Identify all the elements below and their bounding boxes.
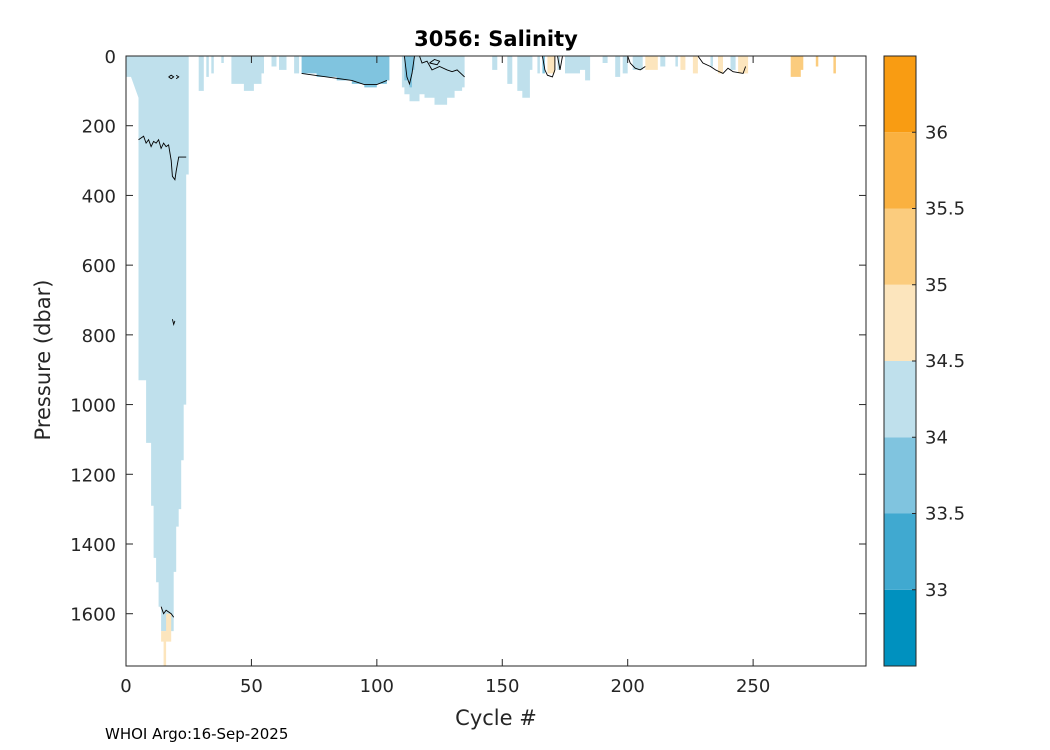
colorbar-bin-7 (884, 56, 916, 133)
salinity-region-34.5-35-33 (738, 56, 749, 74)
salinity-region-34.5-35-27 (161, 613, 172, 666)
y-axis: 0 200 400 600 800 1000 1200 1400 1600 (70, 47, 866, 626)
y-tick-label-200: 200 (82, 117, 116, 138)
salinity-region-34-34.5-23 (730, 56, 736, 70)
plot-area (125, 55, 867, 667)
salinity-region-34-34.5-5 (231, 56, 264, 91)
contour-line-4 (175, 74, 180, 80)
salinity-region-34.5-35-29 (645, 56, 658, 70)
y-tick-label-1600: 1600 (70, 605, 116, 626)
x-tick-label-200: 200 (611, 676, 645, 697)
colorbar-bin-6 (884, 132, 916, 209)
colorbar-bin-3 (884, 361, 916, 438)
contour-line-2 (171, 319, 176, 326)
y-tick-label-1000: 1000 (70, 396, 116, 417)
colorbar: 33 33.5 34 34.5 35 35.5 36 (883, 55, 965, 667)
y-tick-label-1400: 1400 (70, 535, 116, 556)
colorbar-label-34.5: 34.5 (925, 351, 965, 372)
salinity-region-34-34.5-16 (602, 56, 608, 63)
y-tick-label-800: 800 (82, 326, 116, 347)
salinity-region-34-34.5-6 (271, 56, 277, 67)
x-tick-label-100: 100 (360, 676, 394, 697)
salinity-region-34-34.5-7 (279, 56, 287, 70)
contour-line-11 (627, 55, 646, 71)
salinity-region-34-34.5-19 (632, 56, 643, 70)
colorbar-bin-5 (884, 208, 916, 285)
salinity-region-34-34.5-15 (565, 56, 591, 81)
y-tick-label-400: 400 (82, 186, 116, 207)
contour-line-0 (138, 135, 187, 181)
contour-line-1 (160, 606, 175, 618)
x-axis: 0 50 100 150 200 250 (120, 56, 770, 697)
salinity-region-34.5-35-31 (692, 56, 698, 74)
salinity-region-34-34.5-0 (126, 56, 189, 632)
x-tick-label-50: 50 (240, 676, 263, 697)
footer-credit: WHOI Argo:16-Sep-2025 (105, 725, 289, 743)
colorbar-bin-1 (884, 513, 916, 590)
colorbar-label-33.5: 33.5 (925, 504, 965, 525)
salinity-region-34-34.5-13 (537, 56, 540, 74)
colorbar-bin-0 (884, 589, 916, 666)
chart-title: 3056: Salinity (414, 27, 578, 51)
colorbar-bin-4 (884, 284, 916, 361)
salinity-region-34-34.5-21 (675, 56, 678, 67)
colorbar-label-34: 34 (925, 427, 948, 448)
colorbar-label-36: 36 (925, 122, 948, 143)
colorbar-label-33: 33 (925, 580, 948, 601)
salinity-region-34-34.5-9 (401, 56, 465, 105)
salinity-region-34-34.5-12 (517, 56, 533, 98)
contour-line-9 (541, 55, 556, 78)
x-tick-label-0: 0 (120, 676, 131, 697)
salinity-region-34.5-35-32 (718, 56, 723, 74)
contour-line-12 (697, 55, 747, 74)
contour-line-7 (419, 55, 465, 78)
salinity-region-35-35.5-34 (790, 56, 804, 77)
salinity-region-34-34.5-11 (507, 56, 513, 84)
contour-line-5 (301, 72, 388, 86)
salinity-region-34-34.5-2 (206, 56, 209, 77)
salinity-region-33.5-34-25 (404, 56, 415, 88)
y-tick-label-1200: 1200 (70, 465, 116, 486)
y-tick-label-600: 600 (82, 256, 116, 277)
salinity-region-33.5-34-24 (301, 56, 390, 88)
salinity-region-34-34.5-20 (660, 56, 666, 67)
salinity-region-34-34.5-8 (294, 56, 300, 74)
salinity-region-34-34.5-1 (198, 56, 204, 91)
plot-background (126, 56, 866, 666)
x-axis-label: Cycle # (455, 706, 537, 730)
salinity-region-34.5-35-30 (680, 56, 686, 70)
salinity-region-35-35.5-36 (833, 56, 836, 74)
x-tick-label-150: 150 (485, 676, 519, 697)
y-axis-label: Pressure (dbar) (31, 280, 55, 441)
salinity-region-34.5-35-28 (547, 56, 555, 74)
salinity-region-34-34.5-17 (615, 56, 621, 77)
salinity-region-34-34.5-22 (710, 56, 713, 67)
contour-line-3 (168, 74, 175, 80)
salinity-region-35-35.5-35 (815, 56, 819, 67)
contour-line-6 (403, 55, 415, 86)
plot-frame (125, 55, 867, 667)
salinity-region-34-34.5-10 (492, 56, 498, 70)
contour-line-10 (557, 55, 563, 70)
colorbar-label-35: 35 (925, 275, 948, 296)
contour-line-8 (429, 59, 441, 66)
salinity-region-34-34.5-4 (221, 56, 224, 63)
salinity-region-34-34.5-3 (211, 56, 214, 74)
colorbar-label-35.5: 35.5 (925, 199, 965, 220)
x-tick-label-250: 250 (736, 676, 770, 697)
salinity-region-34-34.5-18 (622, 56, 628, 74)
y-tick-label-0: 0 (105, 47, 116, 68)
colorbar-bin-2 (884, 437, 916, 514)
